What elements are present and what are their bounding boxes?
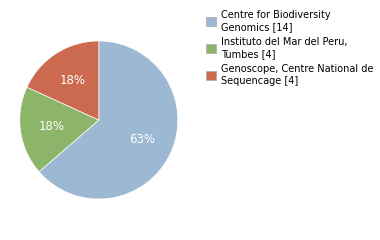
Wedge shape [20, 87, 99, 172]
Wedge shape [27, 41, 99, 120]
Text: 18%: 18% [60, 74, 86, 87]
Text: 63%: 63% [129, 133, 155, 146]
Wedge shape [39, 41, 178, 199]
Text: 18%: 18% [39, 120, 65, 133]
Legend: Centre for Biodiversity
Genomics [14], Instituto del Mar del Peru,
Tumbes [4], G: Centre for Biodiversity Genomics [14], I… [206, 10, 374, 86]
